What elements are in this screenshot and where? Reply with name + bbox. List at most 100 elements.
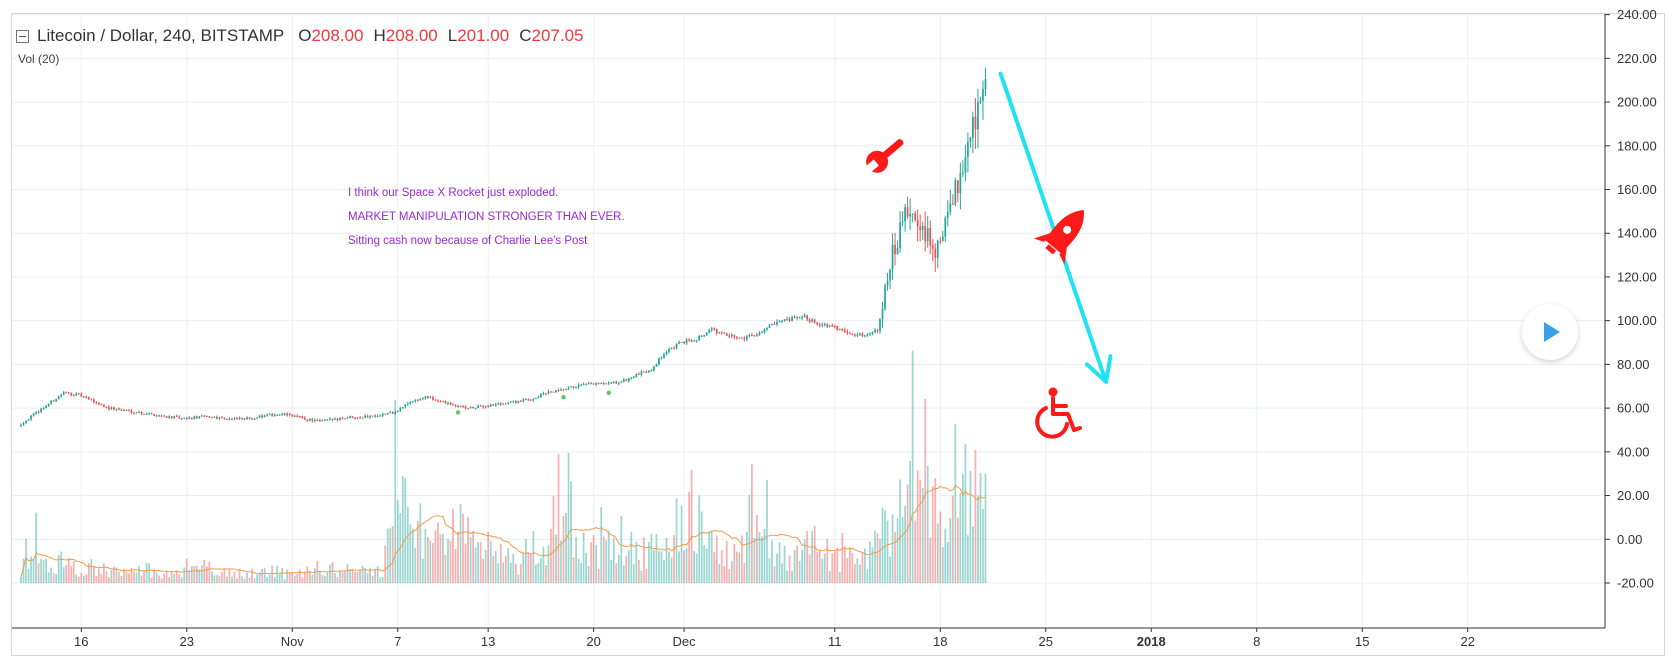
volume-bar xyxy=(406,507,409,583)
volume-bar xyxy=(283,579,286,583)
candle-body xyxy=(30,415,32,420)
candle-body xyxy=(97,402,100,405)
note-line-3[interactable]: Sitting cash now because of Charlie Lee'… xyxy=(348,235,588,247)
candle-body xyxy=(22,423,25,425)
candle-body xyxy=(452,404,454,406)
volume-bar xyxy=(869,541,871,583)
volume-bar xyxy=(67,557,70,583)
volume-bar xyxy=(919,480,922,583)
volume-bar xyxy=(223,567,226,583)
candle-body xyxy=(296,415,299,417)
volume-bar xyxy=(537,562,540,583)
volume-bar xyxy=(228,569,231,583)
candle-body xyxy=(977,102,979,130)
volume-bar xyxy=(527,552,530,583)
candle-body xyxy=(881,308,884,320)
candle-body xyxy=(610,382,613,384)
volume-bar xyxy=(376,566,379,583)
volume-bar xyxy=(474,547,477,583)
volume-bar xyxy=(248,577,251,583)
volume-bar xyxy=(645,568,648,583)
price-tick-label: 140.00 xyxy=(1617,226,1657,241)
time-tick-label: 18 xyxy=(933,634,947,649)
candle-body xyxy=(489,404,492,407)
volume-bar xyxy=(771,540,773,583)
volume-bar xyxy=(50,567,53,583)
candle-body xyxy=(567,387,570,389)
volume-bar xyxy=(931,486,934,583)
wheelchair-icon xyxy=(1035,387,1082,439)
volume-bar xyxy=(668,551,670,583)
candle-body xyxy=(492,404,495,406)
volume-bar xyxy=(434,530,437,583)
note-line-1[interactable]: I think our Space X Rocket just exploded… xyxy=(348,187,559,199)
volume-bar xyxy=(901,517,904,583)
volume-bar xyxy=(605,540,608,583)
candle-body xyxy=(848,333,851,335)
candle-body xyxy=(103,404,105,407)
volume-bar xyxy=(833,551,836,583)
candle-body xyxy=(831,325,834,327)
candle-body xyxy=(916,220,919,227)
candle-body xyxy=(110,407,113,410)
candle-body xyxy=(258,415,261,418)
play-button[interactable] xyxy=(1522,304,1578,360)
candle-body xyxy=(231,418,233,420)
volume-bar xyxy=(416,520,419,583)
volume-bar xyxy=(180,577,183,583)
candle-body xyxy=(479,405,482,407)
volume-bar xyxy=(281,567,284,583)
volume-bar xyxy=(90,559,93,583)
candle-body xyxy=(735,337,738,339)
candle-body xyxy=(195,416,198,419)
note-line-2[interactable]: MARKET MANIPULATION STRONGER THAN EVER. xyxy=(348,211,625,223)
price-tick-label: 160.00 xyxy=(1617,182,1657,197)
volume-study-label[interactable]: Vol (20) xyxy=(18,52,60,66)
candle-body xyxy=(248,417,251,419)
candle-body xyxy=(180,417,183,419)
candle-body xyxy=(972,116,974,138)
candle-body xyxy=(864,335,866,337)
candle-body xyxy=(906,207,909,217)
volume-bar xyxy=(429,540,432,583)
low-value: 201.00 xyxy=(457,26,510,45)
volume-bar xyxy=(821,558,824,583)
time-tick-label: 20 xyxy=(586,634,600,649)
candle-body xyxy=(778,321,781,323)
candle-body xyxy=(600,383,603,385)
drawings[interactable] xyxy=(455,71,1113,415)
volume-bar xyxy=(813,525,816,583)
volume-bar xyxy=(826,538,829,583)
down-arrow-line xyxy=(998,71,1109,384)
candle-body xyxy=(499,403,502,405)
volume-bar xyxy=(391,526,394,583)
volume-bar xyxy=(80,572,83,583)
candle-body xyxy=(663,354,665,359)
volume-bar xyxy=(670,557,673,583)
candle-body xyxy=(27,419,30,421)
price-axis[interactable]: 240.00 220.00 200.00 180.00 160.00 140.00 120.… xyxy=(1604,7,1657,628)
candle-body xyxy=(80,393,83,397)
volume-bar xyxy=(366,572,369,583)
collapse-toggle[interactable] xyxy=(16,29,29,43)
volume-bar xyxy=(517,574,520,583)
volume-bar xyxy=(823,553,826,583)
candle-body xyxy=(366,415,369,418)
time-axis[interactable]: 16 23 Nov 7 13 20 Dec 11 18 25 2018 8 15 22 xyxy=(12,627,1605,649)
candle-body xyxy=(77,393,80,395)
candle-body xyxy=(896,248,899,254)
volume-bar xyxy=(286,569,289,583)
volume-bar xyxy=(326,572,329,583)
volume-bar xyxy=(708,531,711,583)
symbol-title[interactable]: Litecoin / Dollar, 240, BITSTAMP xyxy=(37,26,285,45)
volume-bar xyxy=(221,572,223,583)
candle-body xyxy=(886,280,889,286)
volume-bar xyxy=(200,565,203,583)
candle-body xyxy=(866,334,869,336)
volume-bar xyxy=(936,523,939,583)
volume-bar xyxy=(715,535,718,583)
candle-body xyxy=(25,420,27,424)
candle-body xyxy=(57,396,60,400)
volume-bar xyxy=(961,474,964,583)
